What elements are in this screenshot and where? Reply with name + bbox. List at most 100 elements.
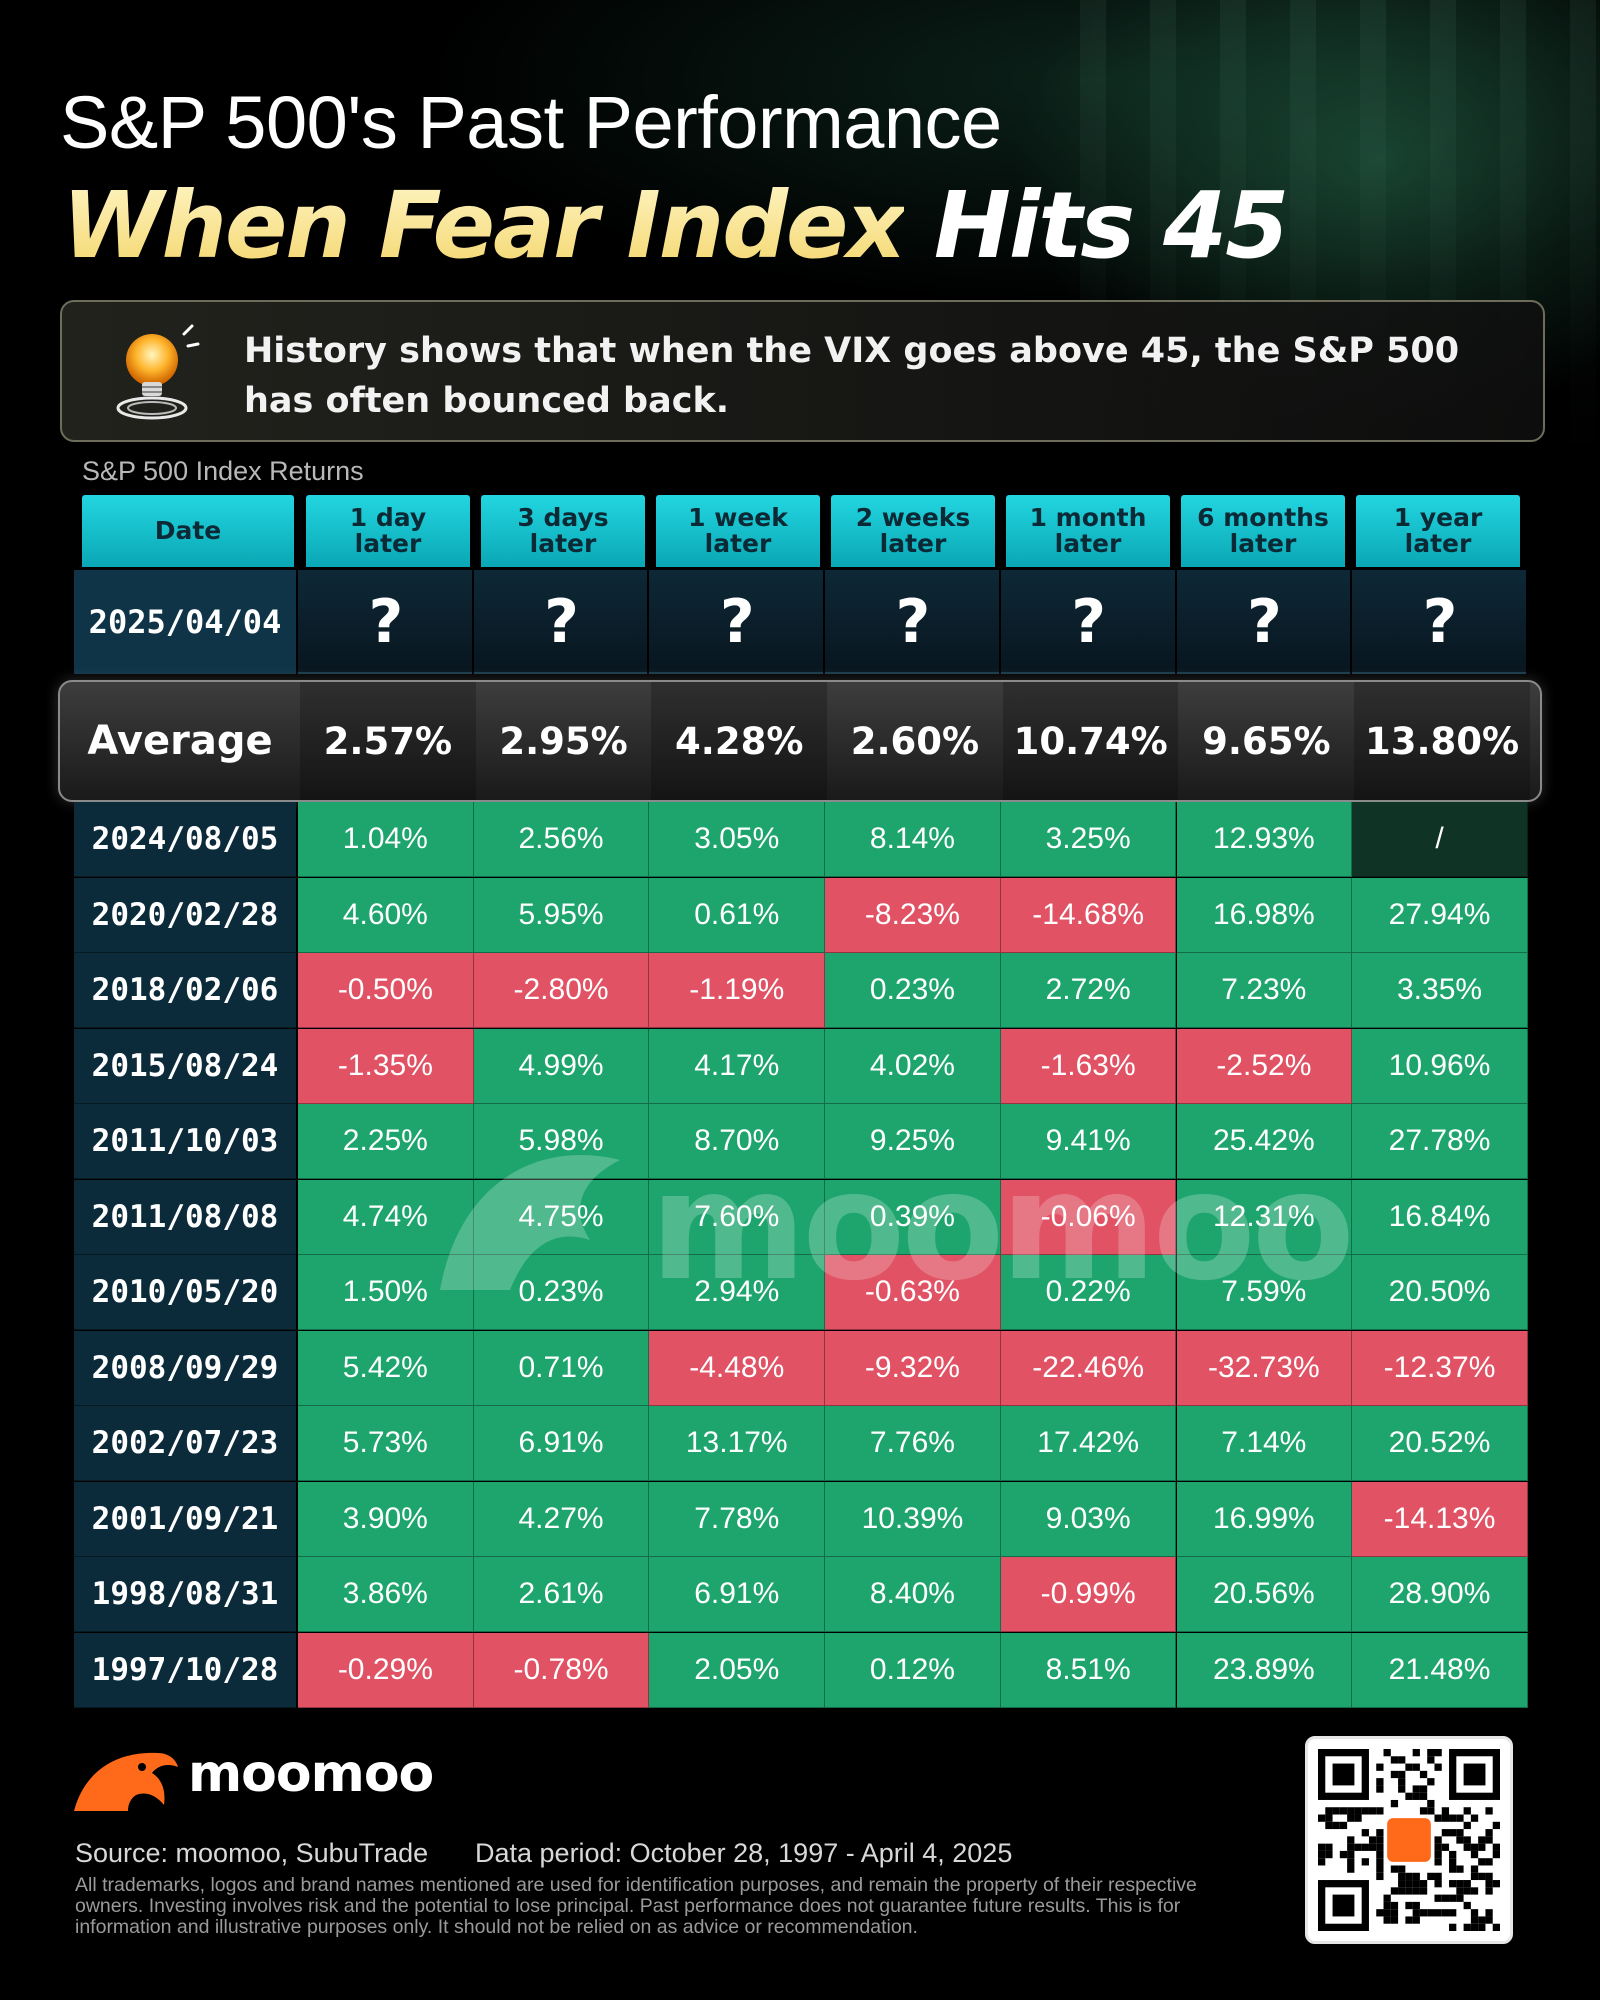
qr-module: [1427, 1778, 1435, 1786]
negative-return-cell: -14.13%: [1352, 1481, 1528, 1557]
qr-module: [1463, 1887, 1471, 1895]
row-date: 2015/08/24: [74, 1028, 296, 1104]
row-date: 2002/07/23: [74, 1406, 296, 1481]
qr-module: [1449, 1909, 1457, 1917]
positive-return-cell: 2.72%: [1000, 953, 1177, 1028]
positive-return-cell: 28.90%: [1352, 1557, 1528, 1632]
qr-module: [1434, 1749, 1442, 1757]
average-value: 2.57%: [323, 719, 453, 763]
row-date: 2011/10/03: [74, 1104, 296, 1179]
pending-cell: ?: [719, 587, 755, 657]
qr-module: [1325, 1843, 1333, 1851]
positive-return-cell: 7.76%: [825, 1406, 1001, 1481]
pending-cell: ?: [544, 587, 579, 657]
column-header-label: 6 months later: [1197, 503, 1329, 558]
qr-module: [1456, 1894, 1464, 1902]
qr-module: [1470, 1843, 1479, 1851]
qr-module: [1463, 1843, 1471, 1851]
qr-module: [1390, 1887, 1399, 1895]
qr-module: [1412, 1763, 1420, 1771]
qr-module: [1492, 1923, 1500, 1931]
positive-return-cell: 0.39%: [825, 1179, 1001, 1255]
negative-return-cell: -14.68%: [1000, 877, 1177, 953]
positive-return-cell: 3.35%: [1352, 953, 1528, 1028]
qr-module: [1449, 1880, 1457, 1888]
positive-return-cell: 4.60%: [298, 877, 474, 953]
positive-return-cell: 6.91%: [649, 1557, 826, 1632]
qr-module: [1434, 1880, 1442, 1888]
positive-return-cell: 0.71%: [473, 1330, 650, 1406]
positive-return-cell: 9.41%: [1000, 1104, 1177, 1179]
qr-module: [1412, 1792, 1420, 1800]
qr-module: [1390, 1865, 1399, 1873]
qr-module: [1390, 1799, 1399, 1808]
qr-module: [1412, 1887, 1420, 1895]
negative-return-cell: -22.46%: [1000, 1330, 1177, 1406]
positive-return-cell: 7.60%: [649, 1179, 826, 1255]
positive-return-cell: 6.91%: [473, 1406, 650, 1481]
positive-return-cell: 20.52%: [1352, 1406, 1528, 1481]
qr-module: [1449, 1850, 1457, 1859]
qr-module: [1318, 1814, 1326, 1822]
qr-module: [1347, 1807, 1355, 1815]
qr-module: [1398, 1872, 1406, 1881]
row-date: 1998/08/31: [74, 1557, 296, 1632]
qr-module: [1419, 1770, 1428, 1779]
average-value: 2.95%: [499, 719, 628, 763]
positive-return-cell: 0.12%: [825, 1632, 1001, 1708]
qr-module: [1405, 1887, 1413, 1895]
qr-module: [1390, 1770, 1399, 1779]
qr-module: [1412, 1880, 1420, 1888]
row-date: 2011/08/08: [74, 1179, 296, 1255]
qr-module: [1368, 1843, 1377, 1851]
qr-module: [1318, 1843, 1326, 1851]
qr-module: [1478, 1858, 1486, 1866]
table-row: 2008/09/29 5.42% 0.71% -4.48% -9.32% -22.46% -…: [74, 1330, 1528, 1406]
qr-module: [1347, 1850, 1355, 1859]
qr-module: [1405, 1916, 1413, 1924]
qr-module: [1449, 1829, 1457, 1837]
column-header-label: 1 day later: [349, 503, 427, 558]
qr-module: [1347, 1858, 1355, 1866]
table-row: 2024/08/05 1.04% 2.56% 3.05% 8.14% 3.25% 12.93…: [74, 802, 1528, 877]
qr-module: [1470, 1887, 1479, 1895]
qr-module: [1361, 1829, 1369, 1837]
qr-module: [1412, 1909, 1420, 1917]
positive-return-cell: 16.99%: [1176, 1481, 1353, 1557]
row-date: 2010/05/20: [74, 1255, 296, 1330]
negative-return-cell: -12.37%: [1352, 1330, 1528, 1406]
positive-return-cell: 7.59%: [1176, 1255, 1353, 1330]
average-value: 2.60%: [850, 719, 980, 763]
column-header: 2 weeks later: [831, 495, 995, 567]
qr-module: [1318, 1858, 1326, 1866]
column-header-label: 2 weeks later: [855, 503, 971, 558]
row-date: 2001/09/21: [74, 1481, 296, 1557]
qr-module: [1485, 1829, 1493, 1837]
positive-return-cell: 3.25%: [1000, 802, 1177, 877]
qr-module: [1398, 1778, 1406, 1786]
positive-return-cell: 8.70%: [649, 1104, 826, 1179]
qr-module: [1361, 1858, 1369, 1866]
qr-module: [1478, 1916, 1486, 1924]
negative-return-cell: -8.23%: [825, 877, 1001, 953]
qr-module: [1398, 1880, 1406, 1888]
qr-module: [1463, 1901, 1471, 1910]
qr-module: [1412, 1872, 1420, 1881]
qr-module: [1478, 1872, 1486, 1881]
negative-return-cell: -32.73%: [1176, 1330, 1353, 1406]
positive-return-cell: 2.25%: [298, 1104, 474, 1179]
qr-module: [1390, 1901, 1399, 1910]
qr-module: [1434, 1850, 1442, 1859]
qr-code-icon[interactable]: [1305, 1736, 1513, 1944]
qr-module: [1347, 1865, 1355, 1873]
qr-module: [1434, 1858, 1442, 1866]
qr-module: [1383, 1909, 1391, 1917]
negative-return-cell: -0.06%: [1000, 1179, 1177, 1255]
qr-module: [1449, 1923, 1457, 1931]
positive-return-cell: 8.14%: [825, 802, 1001, 877]
qr-module: [1376, 1785, 1384, 1793]
qr-module: [1383, 1749, 1391, 1757]
qr-module: [1492, 1850, 1500, 1859]
qr-module: [1376, 1909, 1384, 1917]
qr-module: [1412, 1785, 1420, 1793]
